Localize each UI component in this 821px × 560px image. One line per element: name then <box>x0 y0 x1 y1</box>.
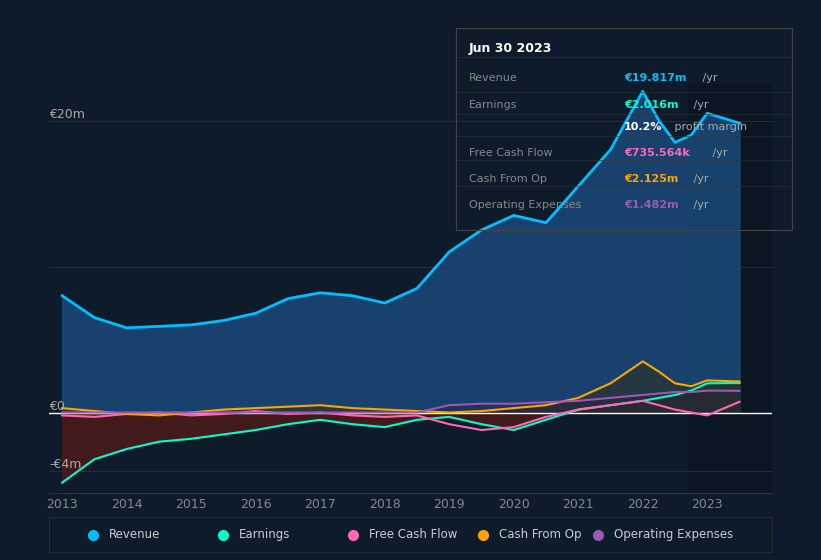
Bar <box>688 84 772 493</box>
Text: Operating Expenses: Operating Expenses <box>614 528 733 542</box>
Text: Cash From Op: Cash From Op <box>469 174 547 184</box>
Text: Operating Expenses: Operating Expenses <box>469 200 581 211</box>
Text: Revenue: Revenue <box>469 73 518 83</box>
Text: profit margin: profit margin <box>671 122 747 132</box>
Text: €20m: €20m <box>49 108 85 120</box>
Text: /yr: /yr <box>690 100 709 110</box>
Text: €2.016m: €2.016m <box>624 100 678 110</box>
Text: Cash From Op: Cash From Op <box>498 528 581 542</box>
Text: €19.817m: €19.817m <box>624 73 686 83</box>
Text: /yr: /yr <box>709 148 727 158</box>
Text: Jun 30 2023: Jun 30 2023 <box>469 42 553 55</box>
Text: -€4m: -€4m <box>49 458 81 471</box>
Text: Free Cash Flow: Free Cash Flow <box>369 528 457 542</box>
Text: Revenue: Revenue <box>108 528 160 542</box>
Text: €2.125m: €2.125m <box>624 174 678 184</box>
Text: €1.482m: €1.482m <box>624 200 679 211</box>
Text: 10.2%: 10.2% <box>624 122 663 132</box>
Text: Free Cash Flow: Free Cash Flow <box>469 148 553 158</box>
Text: Earnings: Earnings <box>239 528 290 542</box>
Text: /yr: /yr <box>690 200 709 211</box>
Text: €735.564k: €735.564k <box>624 148 690 158</box>
Text: €0: €0 <box>49 399 65 413</box>
Text: /yr: /yr <box>690 174 709 184</box>
Text: /yr: /yr <box>699 73 718 83</box>
Text: Earnings: Earnings <box>469 100 517 110</box>
